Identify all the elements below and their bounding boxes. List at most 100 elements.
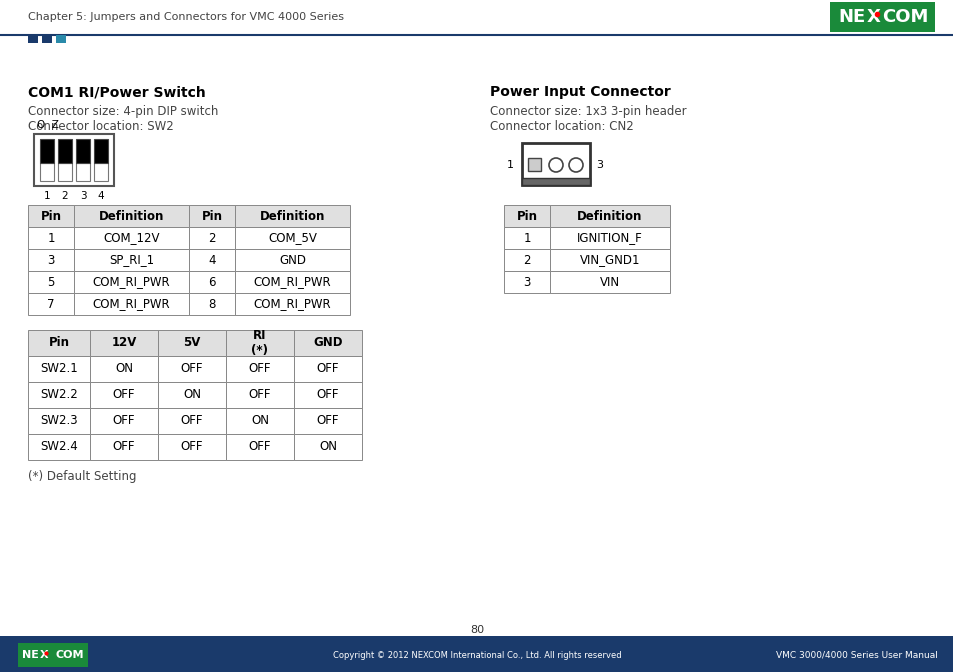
Text: Pin: Pin	[201, 210, 222, 222]
Bar	[550, 205, 669, 227]
Text: OFF: OFF	[180, 415, 203, 427]
Text: VIN_GND1: VIN_GND1	[579, 253, 639, 267]
Bar	[28, 205, 74, 227]
Bar	[34, 134, 113, 186]
Bar	[76, 139, 90, 163]
Text: COM_5V: COM_5V	[268, 231, 316, 245]
Bar	[294, 330, 361, 356]
Bar	[521, 143, 589, 185]
Text: Definition: Definition	[577, 210, 642, 222]
Bar	[189, 249, 234, 271]
Bar	[56, 35, 66, 43]
Bar	[550, 271, 669, 293]
Text: O  Z: O Z	[37, 120, 59, 130]
Bar	[28, 408, 90, 434]
Bar	[90, 434, 158, 460]
Bar	[234, 249, 350, 271]
Bar	[521, 178, 589, 185]
Text: 4: 4	[97, 191, 104, 201]
Bar	[94, 139, 108, 163]
Text: IGNITION_F: IGNITION_F	[577, 231, 642, 245]
Bar	[503, 205, 550, 227]
Bar	[42, 35, 52, 43]
Bar	[90, 382, 158, 408]
Text: OFF: OFF	[112, 415, 135, 427]
Text: 3: 3	[596, 160, 602, 170]
Bar	[28, 35, 38, 43]
Text: 5V: 5V	[183, 337, 200, 349]
Text: Chapter 5: Jumpers and Connectors for VMC 4000 Series: Chapter 5: Jumpers and Connectors for VM…	[28, 12, 344, 22]
Bar	[58, 139, 71, 163]
Bar	[158, 382, 226, 408]
Bar	[28, 227, 74, 249]
Bar	[40, 139, 54, 163]
Text: 80: 80	[470, 625, 483, 635]
Text: 8: 8	[208, 298, 215, 310]
Text: 2: 2	[62, 191, 69, 201]
Text: Power Input Connector: Power Input Connector	[490, 85, 670, 99]
Bar	[74, 249, 189, 271]
Bar	[158, 356, 226, 382]
Bar	[40, 163, 54, 181]
Text: Pin: Pin	[49, 337, 70, 349]
Bar	[189, 293, 234, 315]
Text: OFF: OFF	[112, 388, 135, 401]
Bar	[28, 271, 74, 293]
Bar	[28, 249, 74, 271]
Text: X: X	[40, 650, 49, 660]
Text: COM_RI_PWR: COM_RI_PWR	[92, 298, 171, 310]
Text: Definition: Definition	[259, 210, 325, 222]
Text: NE: NE	[838, 8, 864, 26]
Text: Connector size: 1x3 3-pin header: Connector size: 1x3 3-pin header	[490, 105, 686, 118]
Bar	[0, 636, 953, 672]
Bar	[226, 330, 294, 356]
Text: OFF: OFF	[249, 362, 271, 376]
Text: 1: 1	[44, 191, 51, 201]
Bar	[294, 408, 361, 434]
Text: 1: 1	[522, 231, 530, 245]
Text: ON: ON	[251, 415, 269, 427]
Text: VMC 3000/4000 Series User Manual: VMC 3000/4000 Series User Manual	[776, 650, 937, 659]
Text: OFF: OFF	[249, 441, 271, 454]
Text: OFF: OFF	[316, 388, 339, 401]
Bar	[74, 227, 189, 249]
Text: 1: 1	[506, 160, 514, 170]
Text: ON: ON	[183, 388, 201, 401]
Text: OFF: OFF	[316, 362, 339, 376]
Bar	[234, 205, 350, 227]
Text: GND: GND	[278, 253, 306, 267]
Text: COM_RI_PWR: COM_RI_PWR	[253, 298, 331, 310]
Text: COM_RI_PWR: COM_RI_PWR	[92, 276, 171, 288]
Bar	[550, 227, 669, 249]
Bar	[503, 249, 550, 271]
Bar	[18, 643, 88, 667]
Text: GND: GND	[313, 337, 342, 349]
Text: Pin: Pin	[516, 210, 537, 222]
Text: SW2.4: SW2.4	[40, 441, 78, 454]
Text: SW2.3: SW2.3	[40, 415, 78, 427]
Text: COM: COM	[55, 650, 84, 660]
Bar	[28, 356, 90, 382]
Text: OFF: OFF	[249, 388, 271, 401]
Bar	[74, 293, 189, 315]
Text: NE: NE	[22, 650, 38, 660]
Bar	[503, 227, 550, 249]
Text: OFF: OFF	[316, 415, 339, 427]
Text: OFF: OFF	[180, 441, 203, 454]
Bar	[90, 330, 158, 356]
Text: 2: 2	[208, 231, 215, 245]
Text: Connector location: SW2: Connector location: SW2	[28, 120, 173, 133]
Text: OFF: OFF	[180, 362, 203, 376]
Bar	[189, 205, 234, 227]
Bar	[74, 271, 189, 293]
Bar	[226, 382, 294, 408]
Circle shape	[568, 158, 582, 172]
Text: OFF: OFF	[112, 441, 135, 454]
Text: 4: 4	[208, 253, 215, 267]
Bar	[550, 249, 669, 271]
Text: (*) Default Setting: (*) Default Setting	[28, 470, 136, 483]
Bar	[90, 408, 158, 434]
Text: SW2.1: SW2.1	[40, 362, 78, 376]
Bar	[158, 330, 226, 356]
Bar	[234, 227, 350, 249]
